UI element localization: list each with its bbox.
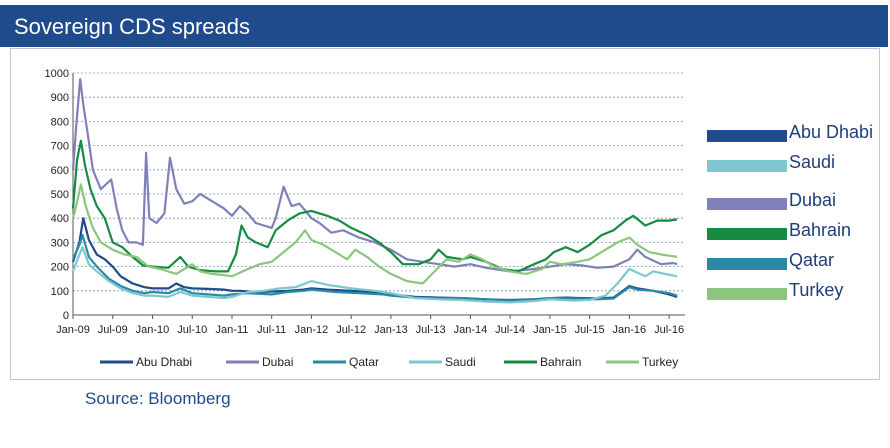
x-tick-label: Jul-15 [575, 324, 605, 336]
series-line-saudi [71, 246, 678, 304]
y-tick-label: 600 [51, 165, 69, 177]
x-tick-label: Jul-14 [495, 324, 525, 336]
legend-label: Saudi [445, 355, 476, 369]
side-legend-label: Dubai [789, 190, 837, 210]
y-tick-label: 800 [51, 116, 69, 128]
x-tick-label: Jan-14 [454, 324, 488, 336]
side-legend-swatch [707, 288, 787, 300]
legend-label: Bahrain [540, 355, 581, 369]
x-tick-label: Jul-10 [177, 324, 207, 336]
line-chart: 0 100 200 300 400 500 600 700 800 900 1000 Jan-09 Ju… [45, 68, 685, 369]
side-legend-label: Abu Dhabi [789, 122, 874, 142]
series-line-qatar [71, 234, 678, 302]
title-bar: Sovereign CDS spreads [0, 5, 888, 47]
x-tick-label: Jul-11 [257, 324, 286, 336]
y-tick-label: 500 [51, 189, 69, 201]
source-note: Source: Bloomberg [85, 389, 231, 408]
y-tick-label: 400 [51, 213, 69, 225]
x-tick-label: Jul-12 [336, 324, 366, 336]
y-tick-label: 0 [63, 310, 69, 322]
y-tick-label: 700 [51, 141, 69, 153]
legend-label: Qatar [349, 355, 379, 369]
x-tick-label: Jul-13 [416, 324, 446, 336]
side-legend-label: Turkey [789, 280, 844, 300]
legend-label: Abu Dhabi [136, 355, 192, 369]
x-tick-label: Jan-11 [216, 324, 249, 336]
x-tick-label: Jan-12 [295, 324, 329, 336]
legend-label: Turkey [642, 355, 678, 369]
chart-title: Sovereign CDS spreads [14, 14, 251, 39]
side-legend-label: Bahrain [789, 220, 852, 240]
y-tick-label: 900 [51, 92, 69, 104]
series-line-dubai [71, 78, 678, 273]
x-tick-label: Jan-10 [136, 324, 170, 336]
side-legend-swatch [707, 198, 787, 210]
x-tick-label: Jan-15 [533, 324, 567, 336]
series-line-bahrain [71, 139, 678, 273]
x-tick-label: Jan-09 [56, 324, 90, 336]
side-legend-swatch [707, 228, 787, 240]
y-tick-label: 300 [51, 237, 69, 249]
side-legend-swatch [707, 160, 787, 172]
series-line-turkey [71, 183, 678, 285]
y-tick-label: 1000 [45, 68, 69, 80]
x-tick-label: Jan-13 [374, 324, 408, 336]
y-tick-label: 100 [51, 286, 69, 298]
x-tick-label: Jul-09 [98, 324, 128, 336]
side-legend-swatch [707, 258, 787, 270]
y-tick-label: 200 [51, 262, 69, 274]
side-legend-label: Saudi [789, 152, 836, 172]
side-legend-swatch [707, 130, 787, 142]
chart-frame [10, 48, 880, 380]
x-tick-label: Jul-16 [654, 324, 684, 336]
side-legend-label: Qatar [789, 250, 835, 270]
x-tick-label: Jan-16 [613, 324, 647, 336]
side-legend: Abu Dhabi Saudi Dubai Bahrain Qatar Turkey [707, 122, 887, 312]
legend-label: Dubai [262, 355, 293, 369]
